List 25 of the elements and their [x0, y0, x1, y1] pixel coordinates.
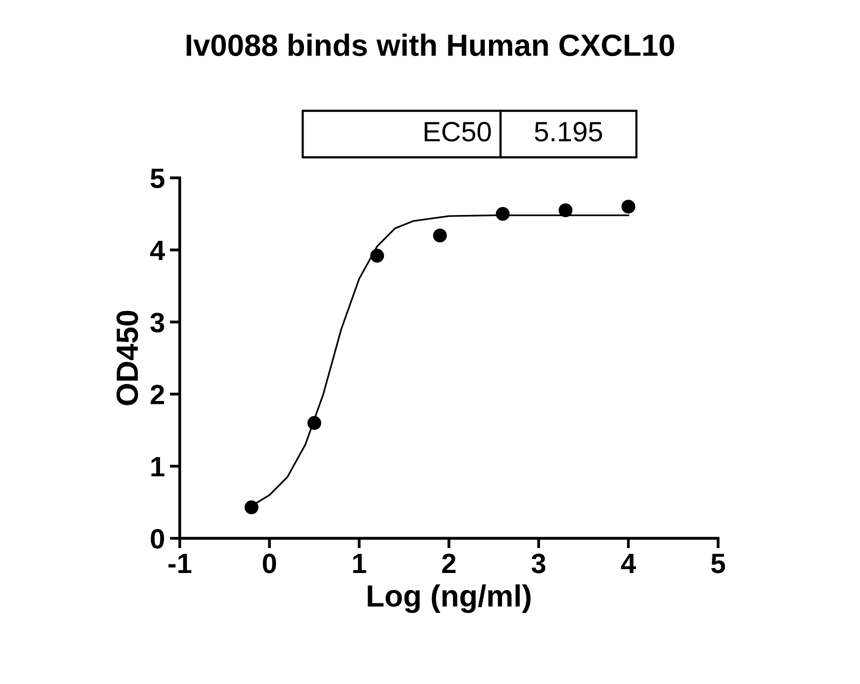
x-tick-label: 2	[442, 554, 456, 574]
text: EC50	[424, 122, 491, 142]
point	[496, 206, 510, 221]
x-tick-label: 4	[621, 554, 636, 574]
point	[558, 203, 572, 218]
point	[307, 416, 322, 430]
text: 5.195	[534, 122, 602, 142]
x-tick-label: 5	[711, 554, 726, 574]
point	[621, 200, 636, 214]
y-tick-label: 5	[150, 168, 164, 188]
y-tick-label: 2	[150, 384, 164, 404]
x-tick-label: 1	[353, 554, 366, 574]
point	[244, 500, 258, 514]
x-tick-label: -1	[168, 554, 192, 574]
y-tick-label: 3	[150, 312, 164, 332]
y-tick-label: 1	[151, 457, 164, 476]
y-tick-label: 4	[150, 240, 166, 260]
point	[370, 248, 384, 263]
y-axis-title: OD450	[116, 310, 138, 406]
x-tick-label: 0	[262, 554, 276, 574]
point	[433, 228, 447, 242]
chart-title: Iv0088 binds with Human CXCL10	[186, 34, 674, 56]
x-axis-title: Log (ng/ml)	[368, 584, 531, 613]
y-tick-label: 0	[150, 528, 164, 549]
x-tick-label: 3	[532, 554, 546, 574]
